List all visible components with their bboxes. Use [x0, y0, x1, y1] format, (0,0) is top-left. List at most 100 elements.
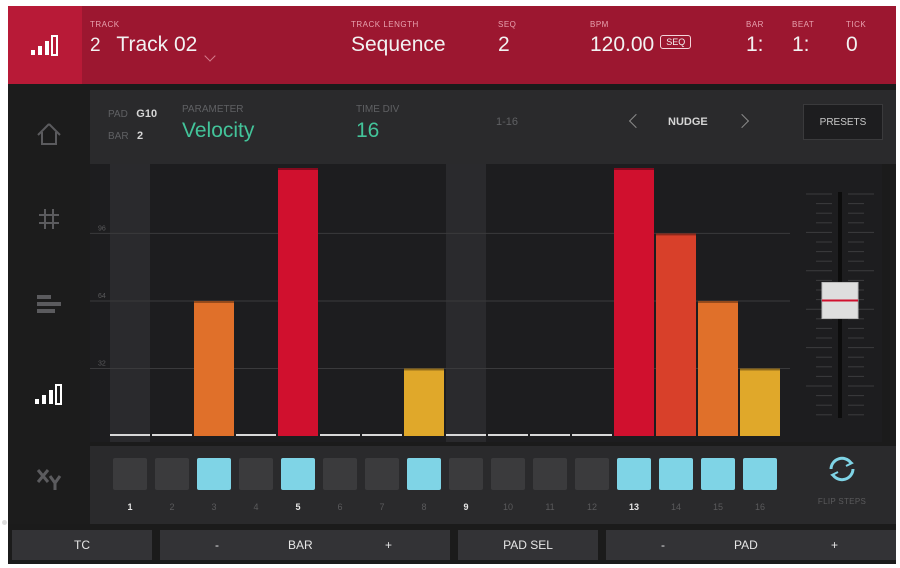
time-div-field[interactable]: TIME DIV 16	[356, 104, 399, 143]
track-number: 2	[90, 35, 101, 56]
track-field[interactable]: TRACK 2 Track 02	[90, 20, 197, 57]
corner-indicator	[2, 520, 7, 525]
step-pad[interactable]	[449, 458, 483, 490]
presets-button[interactable]: PRESETS	[803, 104, 883, 140]
pad-softkey-label: PAD	[734, 538, 758, 552]
bar-field[interactable]: BAR 1:	[746, 20, 764, 57]
step-column-highlight	[446, 164, 486, 442]
velocity-bar-empty	[320, 434, 360, 436]
sidebar-item-home[interactable]	[8, 94, 90, 174]
flip-steps-label: FLIP STEPS	[817, 497, 867, 506]
step-pad[interactable]	[659, 458, 693, 490]
step-pad[interactable]	[365, 458, 399, 490]
velocity-bar	[614, 168, 654, 436]
step-pad[interactable]	[155, 458, 189, 490]
bar-value: 1:	[746, 33, 764, 56]
sidebar-item-list[interactable]	[8, 264, 90, 344]
beat-field[interactable]: BEAT 1:	[792, 20, 814, 57]
track-label: TRACK	[90, 20, 120, 29]
nudge-right-icon[interactable]	[734, 113, 750, 129]
velocity-bar-cap	[656, 233, 696, 236]
velocity-fader[interactable]	[802, 186, 878, 422]
bpm-source-badge[interactable]: SEQ	[660, 35, 692, 50]
velocity-bar-empty	[530, 434, 570, 436]
step-pad[interactable]	[533, 458, 567, 490]
pad-plus-button[interactable]: +	[831, 538, 839, 552]
step-pad[interactable]	[617, 458, 651, 490]
grid-label: 96	[98, 225, 106, 232]
flip-steps-button[interactable]: FLIP STEPS	[802, 454, 882, 520]
softkey-bar: TC - BAR + PAD SEL - PAD +	[8, 528, 896, 564]
seq-value: 2	[498, 33, 510, 56]
pad-minus-button[interactable]: -	[661, 538, 665, 552]
step-pad[interactable]	[575, 458, 609, 490]
chevron-down-icon[interactable]	[204, 50, 216, 62]
step-number: 2	[169, 502, 175, 512]
velocity-bar	[194, 300, 234, 436]
bar-info[interactable]: BAR 2	[108, 126, 143, 144]
step-number: 1	[127, 502, 133, 512]
tc-button[interactable]: TC	[12, 530, 152, 560]
step-number: 9	[463, 502, 469, 512]
velocity-bar-cap	[194, 300, 234, 303]
velocity-bar-empty	[446, 434, 486, 436]
flip-icon	[829, 456, 855, 482]
step-number: 10	[502, 502, 513, 512]
sidebar-item-grid[interactable]	[8, 179, 90, 259]
velocity-bar-empty	[488, 434, 528, 436]
pad-sel-button[interactable]: PAD SEL	[458, 530, 598, 560]
step-pad[interactable]	[491, 458, 525, 490]
seq-field[interactable]: SEQ 2	[498, 20, 516, 57]
grid-label: 32	[98, 360, 106, 367]
sidebar-item-step-editor[interactable]	[8, 354, 90, 434]
time-div-value: 16	[356, 119, 380, 142]
fader-svg[interactable]	[802, 186, 878, 422]
parameter-field[interactable]: PARAMETER Velocity	[182, 104, 254, 143]
time-div-label: TIME DIV	[356, 104, 400, 115]
step-number: 12	[586, 502, 597, 512]
step-pad[interactable]	[197, 458, 231, 490]
nudge-left-icon[interactable]	[628, 113, 644, 129]
velocity-bar-empty	[152, 434, 192, 436]
step-editor-mode-icon[interactable]	[8, 6, 82, 84]
bpm-field[interactable]: BPM 120.00 SEQ	[590, 20, 692, 57]
parameter-value: Velocity	[182, 119, 255, 142]
sidebar-item-xy[interactable]	[8, 439, 90, 519]
home-icon	[37, 123, 61, 145]
parameter-strip: PAD G10 BAR 2 PARAMETER Velocity TIME DI…	[90, 90, 896, 164]
beat-value: 1:	[792, 33, 810, 56]
step-pad[interactable]	[743, 458, 777, 490]
tick-field[interactable]: TICK 0	[846, 20, 866, 57]
step-pad[interactable]	[323, 458, 357, 490]
velocity-bar	[656, 233, 696, 436]
sidebar	[8, 84, 90, 524]
tick-label: TICK	[846, 20, 867, 29]
top-bar: TRACK 2 Track 02 TRACK LENGTH Sequence S…	[8, 6, 896, 84]
beat-label: BEAT	[792, 20, 815, 29]
step-pad[interactable]	[113, 458, 147, 490]
step-number: 5	[295, 502, 301, 512]
step-number: 11	[545, 502, 555, 512]
velocity-bar-cap	[278, 168, 318, 170]
velocity-bar-empty	[110, 434, 150, 436]
pad-info[interactable]: PAD G10	[108, 104, 157, 122]
bar-softkey[interactable]: - BAR +	[160, 530, 450, 560]
seq-label: SEQ	[498, 20, 517, 29]
tc-label: TC	[74, 538, 90, 552]
pad-softkey[interactable]: - PAD +	[606, 530, 896, 560]
tick-value: 0	[846, 33, 858, 56]
bar-label: BAR	[746, 20, 764, 29]
step-column-highlight	[110, 164, 150, 442]
step-pad[interactable]	[281, 458, 315, 490]
track-length-field[interactable]: TRACK LENGTH Sequence	[351, 20, 446, 57]
step-pad[interactable]	[407, 458, 441, 490]
velocity-bar-empty	[362, 434, 402, 436]
velocity-chart[interactable]: 32 64 96	[90, 164, 882, 442]
screen: TRACK 2 Track 02 TRACK LENGTH Sequence S…	[8, 6, 896, 564]
step-pad[interactable]	[239, 458, 273, 490]
velocity-chart-svg[interactable]: 32 64 96	[90, 164, 882, 442]
bar-minus-button[interactable]: -	[215, 538, 219, 552]
bar-plus-button[interactable]: +	[385, 538, 393, 552]
horizontal-bars-icon	[37, 295, 61, 313]
step-pad[interactable]	[701, 458, 735, 490]
